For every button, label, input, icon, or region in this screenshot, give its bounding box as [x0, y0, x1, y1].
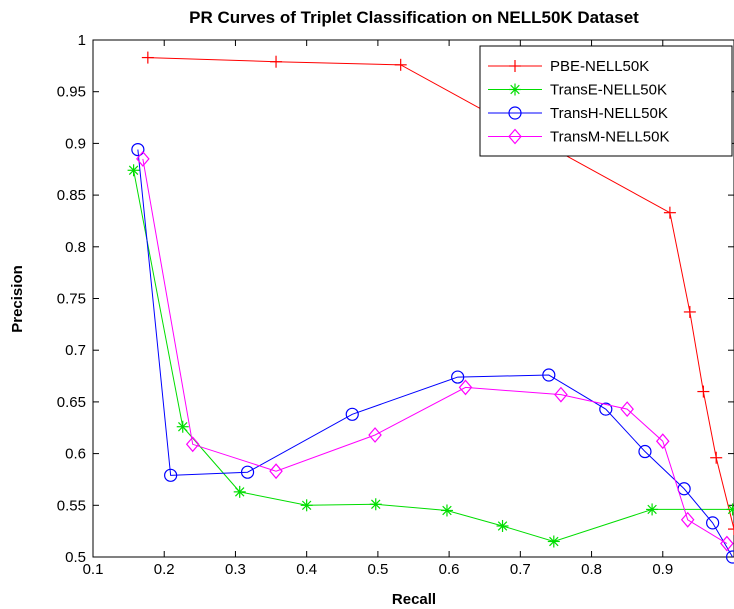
- data-point: [496, 519, 509, 532]
- legend-label: PBE-NELL50K: [550, 58, 649, 75]
- y-tick-label: 0.9: [65, 135, 86, 152]
- data-point: [706, 516, 720, 530]
- data-point: [185, 436, 200, 453]
- data-point: [542, 368, 556, 382]
- data-point: [697, 385, 710, 398]
- y-tick-label: 0.5: [65, 549, 86, 566]
- y-axis-title: Precision: [9, 265, 26, 333]
- data-point: [176, 420, 189, 433]
- legend-label: TransM-NELL50K: [550, 129, 670, 146]
- x-tick-label: 0.9: [652, 561, 673, 578]
- y-tick-label: 1: [78, 32, 86, 49]
- data-point: [509, 60, 521, 72]
- data-point: [663, 206, 676, 219]
- series-transe-nell50k: [127, 164, 734, 548]
- chart-title: PR Curves of Triplet Classification on N…: [189, 8, 639, 27]
- data-point: [141, 51, 154, 64]
- y-tick-label: 0.75: [57, 291, 86, 308]
- data-point: [345, 407, 359, 421]
- data-point: [646, 503, 659, 516]
- data-point: [164, 468, 178, 482]
- series-transm-nell50k: [136, 150, 734, 552]
- data-point: [458, 379, 473, 396]
- data-point: [638, 444, 652, 459]
- x-tick-label: 0.7: [510, 561, 531, 578]
- series-line: [142, 158, 728, 544]
- series-pbe-nell50k: [141, 51, 734, 536]
- data-point: [300, 499, 313, 512]
- data-point: [655, 433, 670, 450]
- y-tick-label: 0.7: [65, 342, 86, 359]
- y-tick-label: 0.8: [65, 239, 86, 256]
- y-tick-label: 0.55: [57, 497, 86, 514]
- data-point: [710, 451, 723, 464]
- x-tick-label: 0.8: [581, 561, 602, 578]
- data-point: [369, 498, 382, 511]
- data-point: [509, 83, 521, 96]
- data-point: [394, 58, 407, 71]
- x-tick-label: 0.4: [296, 561, 317, 578]
- series-line: [147, 57, 734, 530]
- series-line: [137, 149, 734, 558]
- x-tick-label: 0.1: [83, 561, 104, 578]
- legend-item: TransH-NELL50K: [488, 105, 668, 122]
- legend-item: TransM-NELL50K: [488, 129, 670, 146]
- series-transh-nell50k: [131, 143, 734, 564]
- data-point: [136, 150, 150, 167]
- data-point: [127, 164, 140, 177]
- data-point: [683, 305, 696, 318]
- legend-box: [479, 45, 733, 157]
- x-tick-label: 0.5: [367, 561, 388, 578]
- legend-label: TransH-NELL50K: [550, 105, 668, 122]
- data-point: [240, 465, 255, 479]
- legend-item: PBE-NELL50K: [488, 58, 649, 75]
- x-axis-title: Recall: [392, 591, 436, 608]
- data-point: [728, 523, 734, 536]
- data-point: [620, 401, 634, 418]
- data-point: [547, 535, 560, 548]
- data-point: [131, 143, 145, 157]
- y-tick-label: 0.95: [57, 84, 86, 101]
- data-point: [508, 128, 522, 145]
- legend-item: TransE-NELL50K: [488, 82, 667, 99]
- y-tick-label: 0.6: [65, 446, 86, 463]
- data-point: [368, 427, 382, 443]
- data-point: [554, 386, 568, 403]
- data-point: [270, 55, 283, 68]
- x-tick-label: 0.3: [225, 561, 246, 578]
- data-point: [233, 485, 246, 498]
- data-point: [269, 463, 283, 480]
- x-tick-label: 0.2: [154, 561, 175, 578]
- data-point: [720, 535, 734, 552]
- x-tick-label: 0.6: [439, 561, 460, 578]
- plot-area: 0.1 0.2 0.3 0.4 0.5 0.6 0.7 0.8 0.9 0.5 0.55 0.6 0.6…: [57, 32, 734, 578]
- legend-label: TransE-NELL50K: [550, 82, 667, 99]
- data-point: [680, 511, 695, 528]
- data-point: [440, 504, 453, 517]
- legend: PBE-NELL50K TransE-NELL50K TransH-NELL50K T…: [479, 45, 733, 157]
- data-point: [508, 106, 522, 120]
- data-point: [451, 370, 465, 384]
- y-tick-label: 0.65: [57, 394, 86, 411]
- series-line: [133, 170, 733, 543]
- y-tick-label: 0.85: [57, 187, 86, 204]
- data-point: [599, 402, 613, 416]
- data-point: [726, 503, 734, 516]
- data-point: [725, 550, 734, 564]
